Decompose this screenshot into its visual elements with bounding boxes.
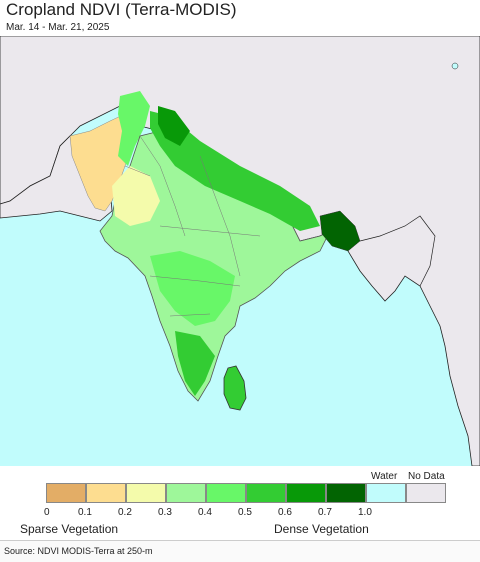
- legend-tick: 1.0: [358, 507, 372, 518]
- legend-swatch: [86, 483, 126, 503]
- footer-bar: [0, 540, 480, 562]
- legend-swatch: [406, 483, 446, 503]
- legend-tick: 0.6: [278, 507, 292, 518]
- map-title: Cropland NDVI (Terra-MODIS): [6, 0, 237, 19]
- legend-tick: 0.4: [198, 507, 212, 518]
- rajasthan-sparse: [112, 166, 160, 226]
- legend-swatch: [326, 483, 366, 503]
- gangetic-plain-dense: [150, 111, 320, 231]
- deccan-mixed: [150, 251, 235, 326]
- date-range: Mar. 14 - Mar. 21, 2025: [6, 22, 110, 33]
- punjab-very-dense: [158, 106, 190, 146]
- south-green: [175, 331, 215, 396]
- legend-swatch: [126, 483, 166, 503]
- legend-swatch: [246, 483, 286, 503]
- indus-green: [118, 91, 150, 166]
- legend-swatch: [286, 483, 326, 503]
- legend-tick: 0.2: [118, 507, 132, 518]
- sparse-vegetation-label: Sparse Vegetation: [20, 522, 119, 536]
- water-legend-label: Water: [371, 471, 398, 482]
- legend-tick: 0.7: [318, 507, 332, 518]
- sri-lanka: [223, 365, 247, 411]
- dense-vegetation-label: Dense Vegetation: [274, 522, 369, 536]
- legend-tick: 0: [44, 507, 50, 518]
- legend-swatch: [206, 483, 246, 503]
- myanmar-border: [359, 215, 436, 287]
- legend-tick: 0.1: [78, 507, 92, 518]
- island-dot: [451, 62, 459, 70]
- nodata-legend-label: No Data: [408, 471, 445, 482]
- bangladesh-dense: [319, 210, 361, 252]
- legend-color-bar: [46, 483, 446, 503]
- source-note: Source: NDVI MODIS-Terra at 250-m: [4, 546, 153, 556]
- legend-swatch: [166, 483, 206, 503]
- ndvi-map: [0, 36, 480, 466]
- legend-tick: 0.3: [158, 507, 172, 518]
- legend-tick: 0.5: [238, 507, 252, 518]
- legend-swatch: [366, 483, 406, 503]
- internal-borders: [124, 135, 261, 317]
- legend-swatch: [46, 483, 86, 503]
